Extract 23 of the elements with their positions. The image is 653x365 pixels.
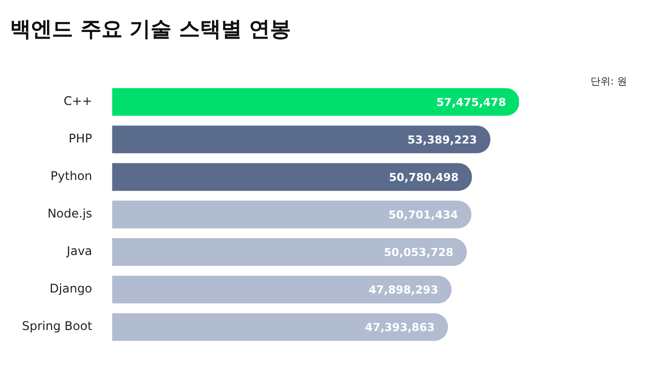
bar bbox=[112, 313, 448, 341]
data-label: 50,053,728 bbox=[384, 246, 454, 259]
data-label: 57,475,478 bbox=[436, 96, 506, 109]
data-label: 50,780,498 bbox=[389, 170, 459, 184]
bar bbox=[112, 276, 452, 304]
y-tick-label: PHP bbox=[68, 132, 92, 146]
data-label: 47,898,293 bbox=[368, 283, 438, 296]
bar bbox=[112, 238, 467, 266]
y-tick-label: C++ bbox=[64, 94, 92, 108]
bar bbox=[112, 200, 472, 228]
bar bbox=[112, 163, 472, 191]
y-tick-label: Spring Boot bbox=[22, 319, 92, 334]
text: 단위: 원 bbox=[590, 76, 627, 88]
y-tick-label: Python bbox=[50, 169, 92, 184]
y-tick-label: Java bbox=[66, 244, 92, 258]
data-label: 50,701,434 bbox=[388, 208, 458, 222]
chart-title: 백엔드 주요 기술 스택별 연봉 bbox=[10, 17, 292, 42]
y-tick-label: Node.js bbox=[47, 206, 92, 221]
y-tick-label: Django bbox=[50, 282, 92, 296]
bar bbox=[112, 126, 490, 154]
data-label: 47,393,863 bbox=[365, 320, 435, 334]
bar bbox=[112, 88, 519, 116]
data-label: 53,389,223 bbox=[407, 133, 478, 146]
